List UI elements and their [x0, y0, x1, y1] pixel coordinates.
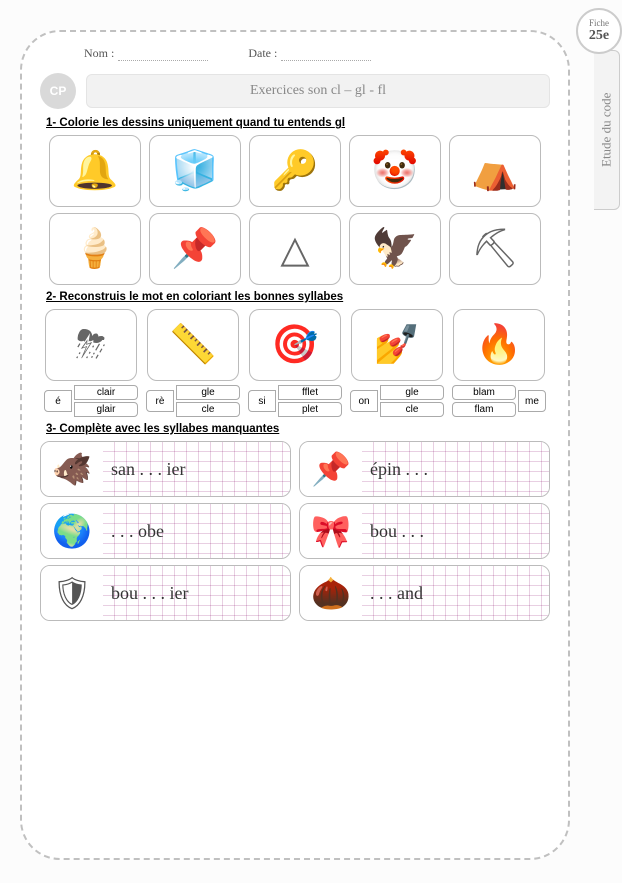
ex3-rows: 🐗san . . . ier📌épin . . .🌍. . . obe🎀bou … [34, 441, 556, 621]
syllable-option[interactable]: fflet [278, 385, 342, 400]
ex1-instruction: 1- Colorie les dessins uniquement quand … [46, 117, 556, 129]
writing-row: 🌍. . . obe🎀bou . . . [40, 503, 550, 559]
syllable-option[interactable]: clair [74, 385, 138, 400]
exercise-1: 1- Colorie les dessins uniquement quand … [34, 117, 556, 285]
syllable-option[interactable]: flam [452, 402, 516, 417]
exercise-3: 3- Complète avec les syllabes manquantes… [34, 423, 556, 621]
picture-card[interactable]: 🔔 [49, 135, 141, 207]
picture-card: 🔥 [453, 309, 545, 381]
date-input-line[interactable] [281, 46, 371, 61]
cue-image: 🐗 [41, 442, 103, 496]
date-field[interactable]: Date : [248, 46, 371, 61]
syllable-column: 📏 règle cle [146, 309, 240, 417]
grade-badge: CP [40, 73, 76, 109]
fiche-num: 25e [589, 28, 609, 44]
fiche-label: Fiche [589, 18, 609, 28]
writing-cell: 🛡bou . . . ier [40, 565, 291, 621]
worksheet-page: Nom : Date : CP Exercices son cl – gl - … [20, 30, 570, 860]
worksheet-title: Exercices son cl – gl - fl [86, 74, 550, 108]
syllable-fixed: on [350, 390, 378, 412]
syllable-column: 🎯 sifflet plet [248, 309, 342, 417]
ex2-instruction: 2- Reconstruis le mot en coloriant les b… [46, 291, 556, 303]
syllable-block: éclair glair [44, 385, 138, 417]
writing-cell: 🐗san . . . ier [40, 441, 291, 497]
syllable-column: 💅 ongle cle [350, 309, 444, 417]
ex1-row-2: 🍦📌△🦅⛏ [34, 213, 556, 285]
name-input-line[interactable] [118, 46, 208, 61]
writing-cell: 📌épin . . . [299, 441, 550, 497]
writing-line[interactable]: . . . obe [103, 504, 290, 558]
cue-image: 📌 [300, 442, 362, 496]
ex3-instruction: 3- Complète avec les syllabes manquantes [46, 423, 556, 435]
syllable-option[interactable]: plet [278, 402, 342, 417]
picture-card[interactable]: △ [249, 213, 341, 285]
name-field[interactable]: Nom : [84, 46, 208, 61]
ex1-target: gl [335, 117, 345, 129]
syllable-option[interactable]: blam [452, 385, 516, 400]
writing-line[interactable]: bou . . . [362, 504, 549, 558]
picture-card: ⛈ [45, 309, 137, 381]
picture-card[interactable]: ⛏ [449, 213, 541, 285]
writing-line[interactable]: épin . . . [362, 442, 549, 496]
syllable-option[interactable]: gle [380, 385, 444, 400]
picture-card[interactable]: 🤡 [349, 135, 441, 207]
cue-image: 🎀 [300, 504, 362, 558]
picture-card: 📏 [147, 309, 239, 381]
exercise-2: 2- Reconstruis le mot en coloriant les b… [34, 291, 556, 417]
syllable-block: ongle cle [350, 385, 444, 417]
syllable-option[interactable]: gle [176, 385, 240, 400]
header-fields: Nom : Date : [34, 42, 556, 71]
syllable-fixed: me [518, 390, 546, 412]
writing-cell: 🌍. . . obe [40, 503, 291, 559]
syllable-block: blam flamme [452, 385, 546, 417]
picture-card: 🎯 [249, 309, 341, 381]
writing-cell: 🎀bou . . . [299, 503, 550, 559]
syllable-block: sifflet plet [248, 385, 342, 417]
writing-row: 🛡bou . . . ier🌰. . . and [40, 565, 550, 621]
syllable-column: 🔥 blam flamme [452, 309, 546, 417]
syllable-option[interactable]: cle [380, 402, 444, 417]
writing-line[interactable]: . . . and [362, 566, 549, 620]
picture-card[interactable]: 🧊 [149, 135, 241, 207]
side-tab: Etude du code [594, 50, 620, 210]
writing-cell: 🌰. . . and [299, 565, 550, 621]
syllable-option[interactable]: glair [74, 402, 138, 417]
picture-card[interactable]: 🔑 [249, 135, 341, 207]
picture-card: 💅 [351, 309, 443, 381]
ex1-instr-text: 1- Colorie les dessins uniquement quand … [46, 117, 335, 129]
picture-card[interactable]: 🍦 [49, 213, 141, 285]
writing-row: 🐗san . . . ier📌épin . . . [40, 441, 550, 497]
writing-line[interactable]: san . . . ier [103, 442, 290, 496]
writing-line[interactable]: bou . . . ier [103, 566, 290, 620]
picture-card[interactable]: 🦅 [349, 213, 441, 285]
name-label: Nom : [84, 46, 114, 61]
syllable-block: règle cle [146, 385, 240, 417]
syllable-fixed: é [44, 390, 72, 412]
picture-card[interactable]: 📌 [149, 213, 241, 285]
syllable-fixed: si [248, 390, 276, 412]
title-bar: CP Exercices son cl – gl - fl [40, 73, 550, 109]
fiche-badge: Fiche 25e [576, 8, 622, 54]
cue-image: 🌰 [300, 566, 362, 620]
ex2-columns: ⛈éclairglair📏règlecle🎯siffletplet💅onglec… [34, 309, 556, 417]
ex1-row-1: 🔔🧊🔑🤡⛺ [34, 135, 556, 207]
syllable-fixed: rè [146, 390, 174, 412]
cue-image: 🌍 [41, 504, 103, 558]
picture-card[interactable]: ⛺ [449, 135, 541, 207]
date-label: Date : [248, 46, 277, 61]
syllable-column: ⛈ éclair glair [44, 309, 138, 417]
cue-image: 🛡 [41, 566, 103, 620]
syllable-option[interactable]: cle [176, 402, 240, 417]
